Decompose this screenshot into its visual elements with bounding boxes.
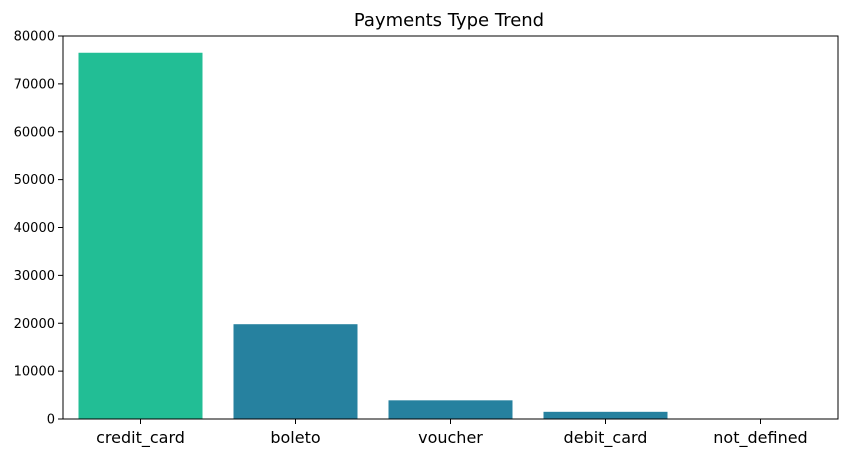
- y-tick-label: 70000: [14, 77, 55, 92]
- x-tick-label: boleto: [270, 428, 320, 447]
- y-tick-label: 30000: [14, 269, 55, 284]
- plot-frame: [62, 35, 839, 420]
- bar-credit-card: [78, 52, 203, 419]
- y-axis: 0 10000 20000 30000 40000 50000 60000 70000 8000…: [14, 30, 63, 428]
- y-tick-label: 10000: [14, 365, 55, 380]
- chart-title: Payments Type Trend: [354, 10, 544, 31]
- y-tick-label: 80000: [14, 30, 55, 45]
- x-tick-label: voucher: [418, 428, 483, 447]
- y-tick-label: 50000: [14, 173, 55, 188]
- x-tick-label: credit_card: [96, 428, 185, 448]
- bar-boleto: [233, 324, 358, 419]
- y-tick-label: 60000: [14, 125, 55, 140]
- y-tick-label: 0: [47, 413, 55, 428]
- x-tick-label: not_defined: [713, 428, 807, 448]
- bars-group: [78, 52, 823, 419]
- y-tick-label: 40000: [14, 221, 55, 236]
- x-axis: credit_card boleto voucher debit_card not_de…: [96, 419, 808, 448]
- x-tick-label: debit_card: [564, 428, 648, 448]
- bar-voucher: [388, 400, 513, 419]
- bar-debit-card: [543, 411, 668, 419]
- y-tick-label: 20000: [14, 317, 55, 332]
